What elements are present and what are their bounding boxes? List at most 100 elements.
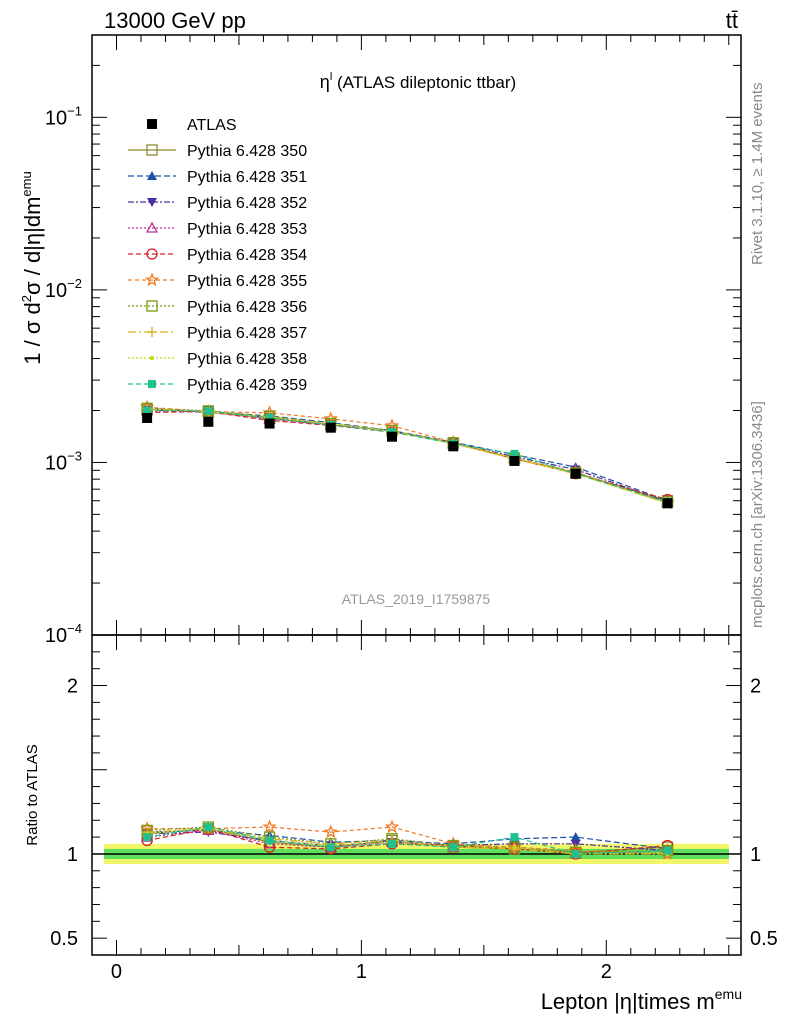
legend-marker [146,144,158,156]
plot-title-sup: l [330,71,332,83]
legend-label: Pythia 6.428 351 [187,169,307,186]
legend-item: Pythia 6.428 354 [128,247,307,264]
ratio-point [663,846,672,855]
marker-shape [388,839,397,848]
marker-shape [662,498,673,509]
legend-marker [145,221,159,233]
y-tick-label-exp: −3 [67,448,82,463]
data-point [387,431,398,442]
marker-shape [262,819,277,834]
ylabel-part-d: emu [19,171,34,196]
data-point [662,498,673,509]
legend-item: Pythia 6.428 357 [128,325,307,342]
ratio-series-line [147,826,668,855]
y-tick-label-base: 10 [45,107,67,129]
ratio-y-tick-label: 2 [67,676,78,698]
legend-marker [144,272,160,287]
series-line [147,408,668,502]
marker-shape [264,418,275,429]
ratio-series-9 [143,823,672,858]
legend-item: Pythia 6.428 355 [128,272,307,290]
legend-label: Pythia 6.428 350 [187,143,307,160]
series-line [147,407,668,503]
mcplots-label: mcplots.cern.ch [arXiv:1306.3436] [749,401,766,628]
x-axis-label-sup: emu [715,986,742,1002]
data-point [570,468,581,479]
marker-shape [149,355,155,361]
legend-label: Pythia 6.428 355 [187,273,307,290]
series-point [265,413,274,422]
marker-shape [384,819,400,834]
analysis-watermark: ATLAS_2019_I1759875 [342,591,491,607]
y-tick-label-exp: −1 [67,103,82,118]
marker-shape [143,833,152,842]
ratio-ticks [92,635,741,955]
y-tick-label: 10−4 [45,621,82,647]
data-point [142,412,153,423]
main-panel: 10−110−210−310−4 ηl (ATLAS dileptonic tt… [19,34,742,647]
series-pythia-6_428-352 [142,405,673,507]
series-pythia-6_428-353 [140,404,674,507]
marker-shape [147,327,157,337]
marker-shape [512,844,517,850]
legend-item: Pythia 6.428 351 [128,169,307,186]
series-pythia-6_428-357 [142,404,673,509]
ratio-point [384,819,400,834]
marker-shape [146,144,158,156]
legend-marker [147,171,157,180]
y-tick-label-exp: −4 [67,621,82,636]
legend-marker [147,198,157,207]
ratio-point [512,844,517,850]
legend-marker [146,300,158,312]
x-tick-label: 0 [111,961,122,983]
ratio-series-layer [139,819,675,861]
ratio-tick-labels: 2 2 1 1 0.5 0.5 0 1 2 [50,676,778,983]
legend-item: Pythia 6.428 352 [128,195,307,212]
main-series-layer [139,399,675,510]
marker-shape [387,431,398,442]
series-atlas-data [142,412,673,509]
data-point [325,422,336,433]
legend-item: Pythia 6.428 358 [128,351,307,368]
legend-item-atlas: ATLAS [147,117,237,134]
series-pythia-6_428-354 [141,405,674,506]
marker-shape [147,198,157,207]
series-point [143,406,152,415]
legend-marker [148,380,156,388]
marker-shape [142,412,153,423]
energy-label: 13000 GeV pp [104,8,246,33]
legend-marker [146,248,158,260]
ratio-y-tick-label-right: 0.5 [750,928,778,950]
series-line [147,410,668,501]
marker-shape [146,300,158,312]
series-pythia-6_428-356 [141,402,674,508]
marker-shape [145,221,159,233]
series-line [147,410,668,503]
ylabel-part-a: 1 / σ d [20,302,45,365]
series-line [147,408,668,502]
main-y-ticks [92,35,741,636]
marker-shape [143,406,152,415]
y-tick-label-base: 10 [45,452,67,474]
ratio-y-tick-label: 0.5 [50,928,78,950]
data-point [509,455,520,466]
y-tick-label: 10−3 [45,448,82,474]
marker-shape [204,406,213,415]
ratio-point [204,823,213,831]
ratio-point [571,849,580,858]
y-tick-label-base: 10 [45,625,67,647]
legend: ATLAS Pythia 6.428 350 Pythia 6.428 351 Pyt… [128,117,307,394]
legend-marker [147,119,157,129]
series-pythia-6_428-350 [141,403,674,507]
series-point [204,406,213,415]
marker-shape [203,416,214,427]
marker-shape [510,449,519,458]
series-pythia-6_428-351 [142,403,673,505]
series-line [147,406,668,504]
marker-shape [663,846,672,855]
legend-label: Pythia 6.428 356 [187,299,307,316]
legend-marker [149,355,155,361]
y-tick-label: 10−1 [45,103,82,129]
marker-shape [265,413,274,422]
